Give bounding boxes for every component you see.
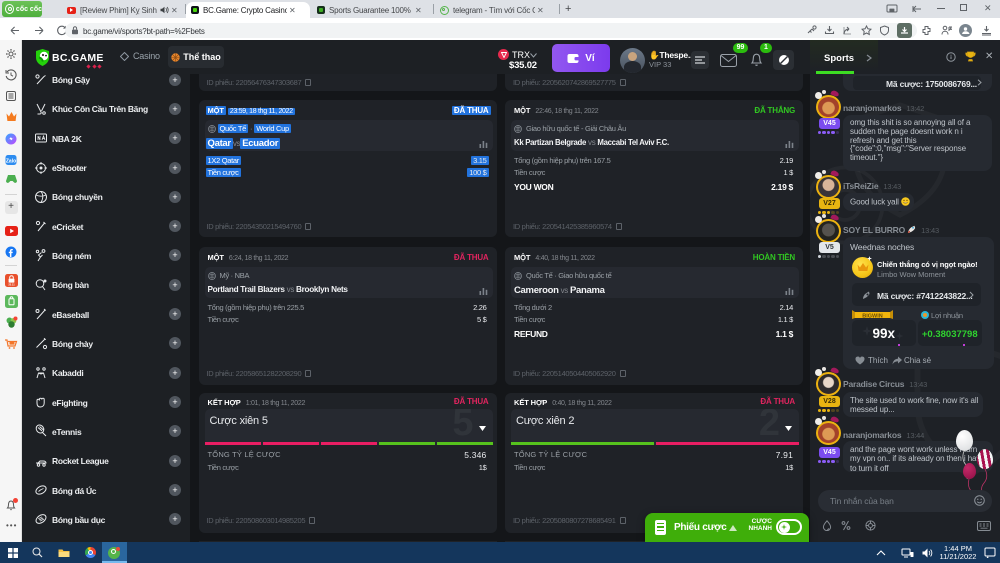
svg-text:Zalo: Zalo [6,158,16,164]
svg-text:BIGWIN: BIGWIN [862,313,882,319]
svg-text:25.11: 25.11 [8,283,15,287]
